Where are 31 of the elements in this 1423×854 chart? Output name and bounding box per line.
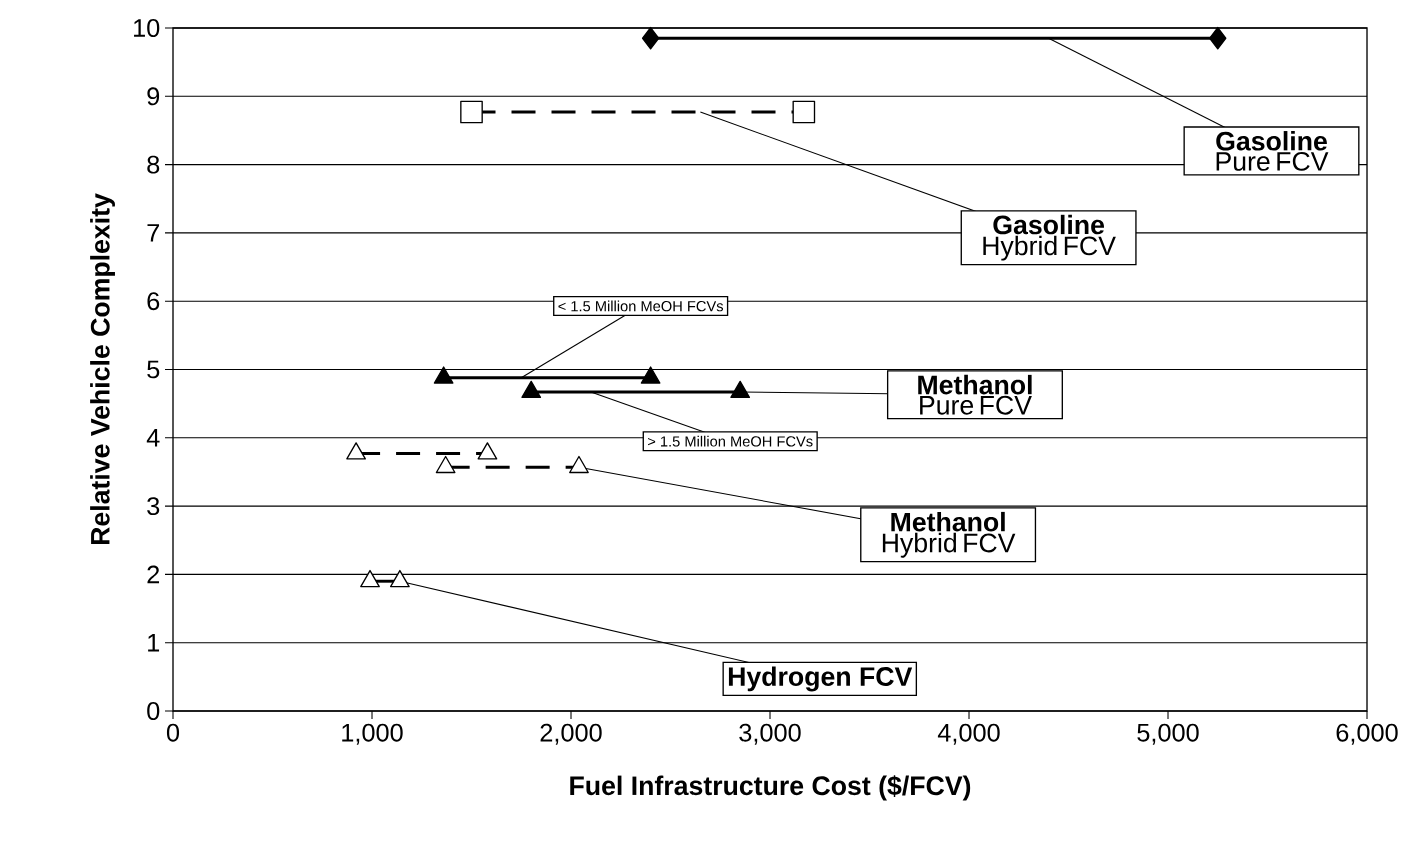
point xyxy=(641,26,660,50)
point xyxy=(792,100,816,124)
x-tick-label: 2,000 xyxy=(540,723,602,745)
x-tick-label: 0 xyxy=(166,723,180,742)
y-tick-label: 4 xyxy=(146,429,160,447)
annotation: Hydrogen FCV xyxy=(728,666,913,692)
x-axis-title: Fuel Infrastructure Cost ($/FCV) xyxy=(570,775,971,801)
point xyxy=(460,100,483,124)
y-tick-label: 8 xyxy=(147,155,160,174)
x-tick-label: 3,000 xyxy=(739,723,801,745)
y-tick-label: 5 xyxy=(147,360,160,379)
y-tick-label: 3 xyxy=(147,497,160,516)
annotation: > 1.5 Million MeOH FCVs xyxy=(648,435,813,447)
y-tick-label: 9 xyxy=(147,87,160,106)
annotation: Methanol Pure FCV xyxy=(918,374,1032,415)
y-tick-label: 6 xyxy=(147,292,160,311)
y-tick-label: 0 xyxy=(147,702,160,720)
annotation: Gasoline Hybrid FCV xyxy=(983,214,1116,261)
x-tick-label: 4,000 xyxy=(937,723,1000,745)
point xyxy=(1209,26,1227,50)
annotation: < 1.5 Million MeOH FCVs xyxy=(558,300,724,312)
y-tick-label: 2 xyxy=(147,565,160,584)
y-tick-label: 1 xyxy=(148,633,160,652)
x-tick-label: 5,000 xyxy=(1137,723,1199,745)
y-tick-label: 7 xyxy=(147,224,160,242)
x-tick-label: 6,000 xyxy=(1336,723,1398,745)
x-tick-label: 1,000 xyxy=(342,723,403,745)
y-tick-label: 10 xyxy=(134,19,160,37)
annotation: Gasoline Pure FCV xyxy=(1216,131,1329,171)
y-axis-title: Relative Vehicle Complexity xyxy=(90,193,115,545)
annotation: Methanol Hybrid FCV xyxy=(882,511,1016,558)
